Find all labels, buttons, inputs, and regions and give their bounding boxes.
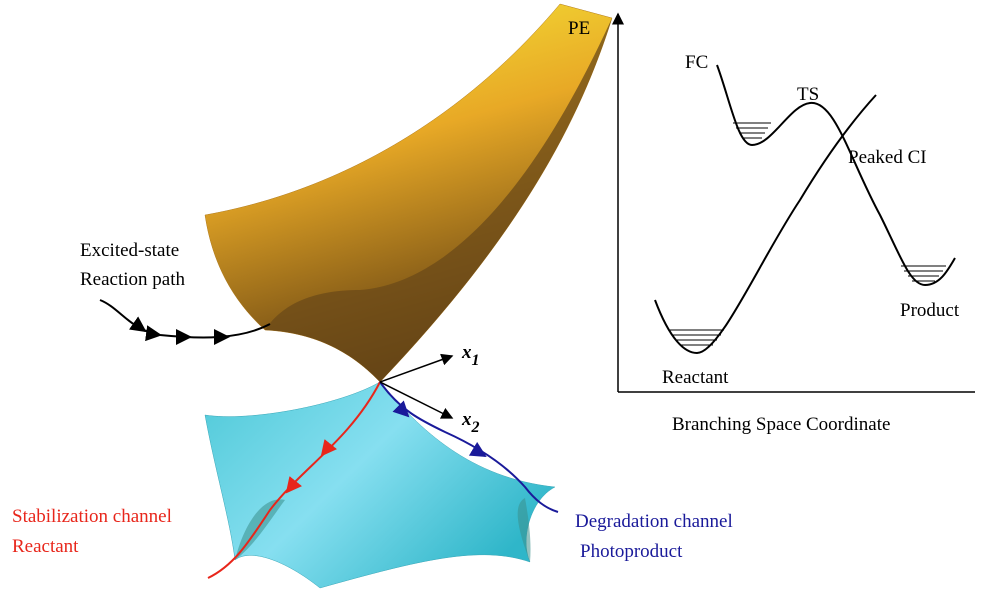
product-label: Product <box>900 300 960 321</box>
fc-label: FC <box>685 52 708 73</box>
excited-curve <box>717 65 955 285</box>
pe-label: PE <box>568 18 590 39</box>
reactant-label: Reactant <box>662 367 729 388</box>
label-part: x <box>461 409 472 430</box>
excited-label: Excited-state <box>80 240 179 261</box>
diagram: Excited-state Reaction path x1 x2 Stabil… <box>0 0 981 589</box>
x1-label: x1 <box>461 342 480 369</box>
x2-label: x2 <box>461 409 480 436</box>
stabilization-label: Stabilization channel <box>12 506 172 527</box>
label-part: 1 <box>472 352 480 369</box>
ts-label: TS <box>797 84 819 105</box>
ci-label: Peaked CI <box>848 147 927 168</box>
reactant-curve <box>655 95 876 353</box>
excited-label: Reaction path <box>80 269 185 290</box>
degradation-label: Degradation channel <box>575 511 733 532</box>
lower-surface <box>205 382 555 588</box>
coord-label: Branching Space Coordinate <box>672 414 890 435</box>
label-part: x <box>461 342 472 363</box>
degradation-label: Photoproduct <box>580 541 683 562</box>
label-part: 2 <box>471 419 480 436</box>
path-arrow <box>135 324 145 331</box>
stabilization-label: Reactant <box>12 536 79 557</box>
